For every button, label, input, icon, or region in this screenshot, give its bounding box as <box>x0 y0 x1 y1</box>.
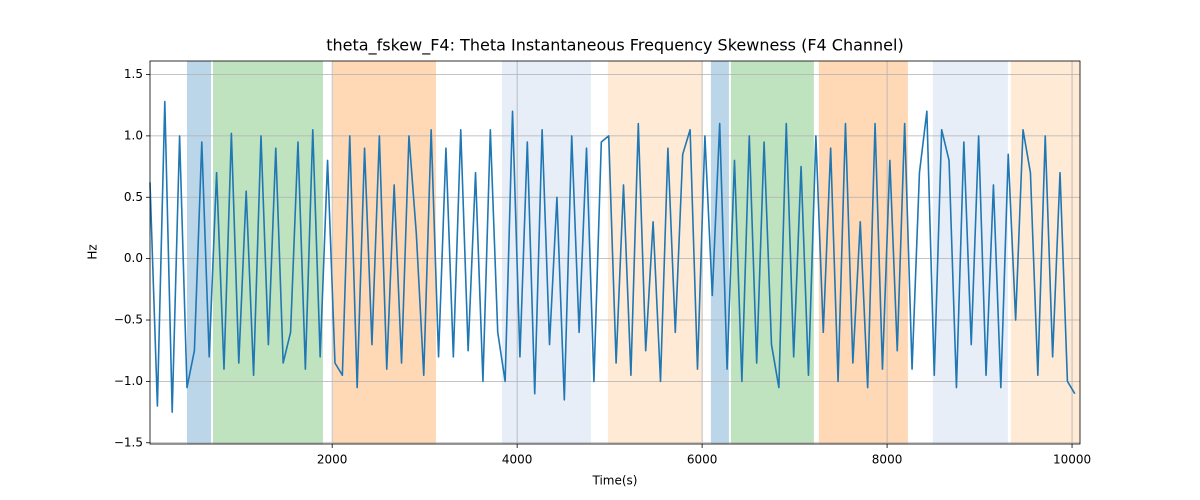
x-tick-label: 4000 <box>502 453 533 467</box>
y-tick-label: 0.5 <box>124 190 143 204</box>
shaded-span <box>186 61 212 444</box>
chart-title: theta_fskew_F4: Theta Instantaneous Freq… <box>326 36 903 56</box>
shaded-span <box>730 61 814 444</box>
shaded-span <box>332 61 436 444</box>
y-axis-label: Hz <box>86 244 100 259</box>
x-tick-label: 10000 <box>1053 453 1091 467</box>
y-tick-label: 0.0 <box>124 251 143 265</box>
data-line <box>149 100 1076 413</box>
y-tick-label: 1.5 <box>124 67 143 81</box>
y-tick-label: −0.5 <box>114 313 143 327</box>
y-tick-label: −1.0 <box>114 374 143 388</box>
x-axis-label: Time(s) <box>592 474 638 488</box>
shaded-span <box>1010 61 1080 444</box>
x-tick-label: 2000 <box>317 453 348 467</box>
y-tick-label: 1.0 <box>124 128 143 142</box>
x-tick-label: 6000 <box>687 453 718 467</box>
x-tick-label: 8000 <box>872 453 903 467</box>
plot-frame <box>149 60 1081 445</box>
shaded-span <box>212 61 323 444</box>
shaded-span <box>818 61 908 444</box>
y-tick-label: −1.5 <box>114 435 143 449</box>
shaded-span <box>710 61 729 444</box>
